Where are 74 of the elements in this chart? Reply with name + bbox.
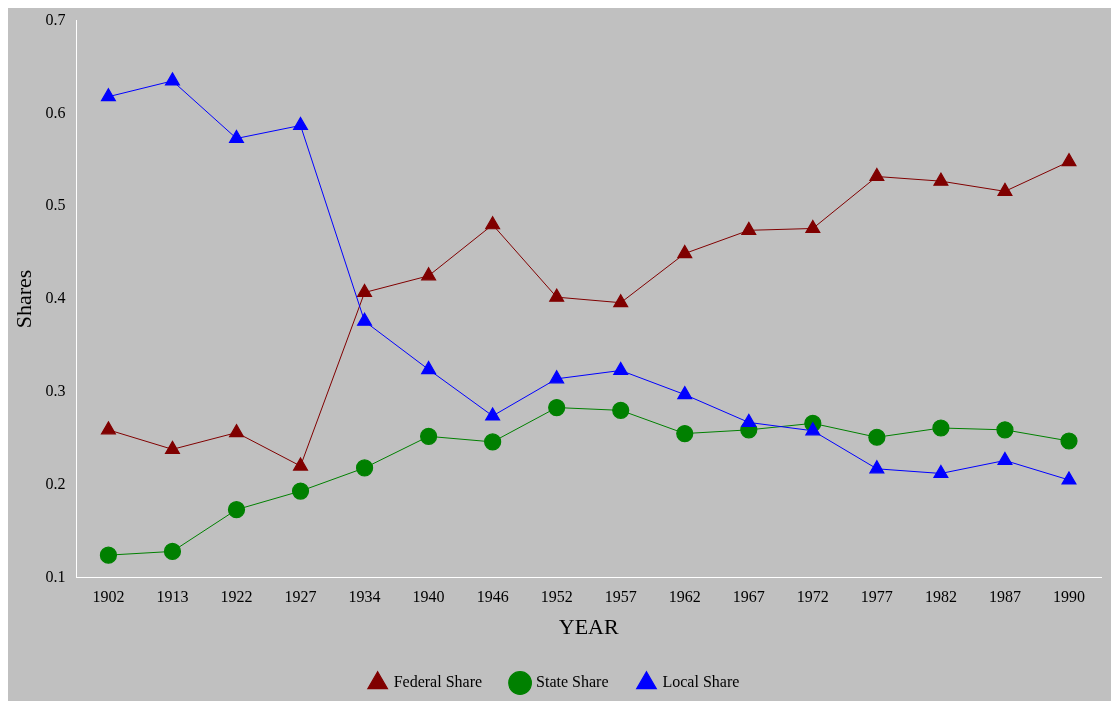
point [164,440,180,454]
x-tick-label: 1982 [924,588,957,606]
point [1060,432,1078,450]
point [805,219,821,234]
x-tick-label: 1952 [540,588,573,606]
point [99,546,118,564]
point [997,182,1013,196]
x-tick-label: 1967 [732,588,765,606]
point [612,401,630,419]
point [421,360,437,375]
point [228,424,245,438]
legend-label: State Share [536,673,609,691]
point [741,221,757,235]
y-tick-label: 0.2 [45,474,66,492]
point [933,172,949,186]
point [868,428,886,446]
point [163,542,182,561]
point [357,312,373,326]
point [484,433,502,451]
point [676,424,694,443]
point [228,129,245,144]
x-axis-title: YEAR [558,613,619,639]
x-tick-label: 1902 [92,588,125,606]
point [613,294,629,308]
point [357,283,373,298]
x-tick-label: 1946 [476,588,509,606]
point [933,464,949,479]
x-tick-label: 1934 [348,588,381,606]
point [100,421,116,435]
point [548,398,566,417]
point [293,116,309,131]
point [1061,153,1077,167]
x-tick-label: 1987 [988,588,1021,606]
y-tick-label: 0.1 [45,567,66,585]
x-tick-label: 1990 [1052,588,1085,606]
y-tick-label: 0.6 [45,103,66,121]
point [805,422,821,436]
point [677,244,693,259]
point [227,501,246,519]
x-tick-label: 1922 [220,588,253,606]
point [164,72,180,86]
x-tick-label: 1962 [668,588,701,606]
x-tick-label: 1957 [604,588,637,606]
x-tick-label: 1940 [412,588,445,606]
y-axis-title: Shares [10,269,36,329]
point [1061,471,1077,485]
point [355,459,374,477]
y-tick-label: 0.3 [45,382,66,399]
y-tick-label: 0.5 [45,196,66,214]
legend-label: Federal Share [393,673,483,691]
point [485,407,501,421]
y-tick-label: 0.7 [45,10,66,28]
x-tick-label: 1977 [860,588,893,606]
point [291,482,310,500]
point [549,370,565,384]
point [549,288,565,302]
point [613,361,629,376]
legend-label: Local Share [662,673,740,691]
x-tick-label: 1927 [284,588,317,606]
point [741,413,757,428]
point [869,167,885,182]
point [997,451,1013,466]
point [420,427,438,445]
point [677,385,693,400]
point [932,419,950,437]
point [996,421,1014,439]
point [485,216,501,230]
point [869,460,885,474]
point [421,267,437,281]
point [100,88,116,102]
x-tick-label: 1972 [796,588,829,606]
x-tick-label: 1913 [156,588,189,606]
y-tick-label: 0.4 [45,289,66,307]
point [293,457,309,471]
